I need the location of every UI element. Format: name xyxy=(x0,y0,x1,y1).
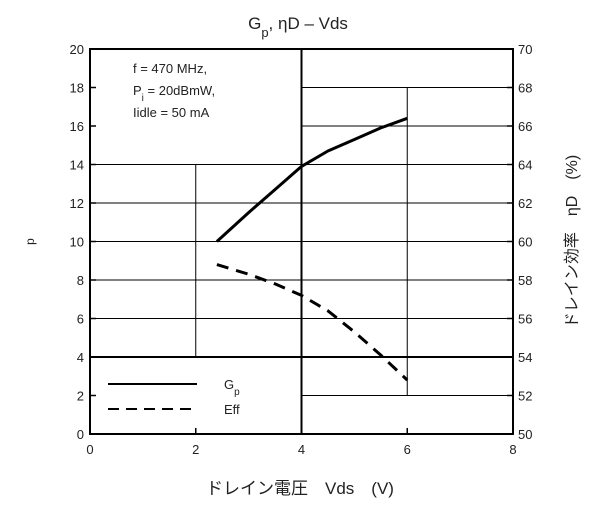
y-right-tick-label: 68 xyxy=(518,81,532,96)
y-left-tick-label: 4 xyxy=(77,350,84,365)
y-right-tick-label: 56 xyxy=(518,312,532,327)
y-right-tick-label: 50 xyxy=(518,427,532,442)
series-line-eff xyxy=(217,265,407,381)
legend-label: Eff xyxy=(224,402,240,417)
y-left-tick-label: 20 xyxy=(70,42,84,57)
y-left-tick-label: 12 xyxy=(70,196,84,211)
x-tick-label: 2 xyxy=(192,442,199,457)
condition-annotation: Iidle = 50 mA xyxy=(133,105,210,120)
legend-label: Gp xyxy=(224,377,240,398)
condition-annotation: Pi = 20dBmW, xyxy=(133,83,215,104)
x-tick-label: 8 xyxy=(509,442,516,457)
x-axis-label: ドレイン電圧 Vds (V) xyxy=(206,479,394,498)
y-left-tick-label: 2 xyxy=(77,389,84,404)
y-right-tick-label: 62 xyxy=(518,196,532,211)
y-right-axis-label: ドレイン効率 ηD (%) xyxy=(563,155,581,328)
y-right-tick-label: 66 xyxy=(518,119,532,134)
x-tick-label: 4 xyxy=(298,442,305,457)
y-left-axis-label: p xyxy=(23,238,37,245)
y-left-tick-label: 8 xyxy=(77,273,84,288)
x-tick-label: 6 xyxy=(404,442,411,457)
y-left-tick-label: 0 xyxy=(77,427,84,442)
y-left-tick-label: 18 xyxy=(70,81,84,96)
y-right-tick-label: 52 xyxy=(518,389,532,404)
series-line-gp xyxy=(217,118,407,241)
y-right-tick-label: 64 xyxy=(518,158,532,173)
y-left-tick-label: 14 xyxy=(70,158,84,173)
y-left-tick-label: 16 xyxy=(70,119,84,134)
chart-title: Gp, ηD – Vds xyxy=(248,14,348,40)
condition-annotation: f = 470 MHz, xyxy=(133,61,207,76)
y-left-tick-label: 6 xyxy=(77,312,84,327)
y-right-tick-label: 60 xyxy=(518,235,532,250)
y-right-tick-label: 58 xyxy=(518,273,532,288)
y-left-tick-label: 10 xyxy=(70,235,84,250)
y-right-tick-label: 70 xyxy=(518,42,532,57)
y-right-tick-label: 54 xyxy=(518,350,532,365)
x-tick-label: 0 xyxy=(86,442,93,457)
